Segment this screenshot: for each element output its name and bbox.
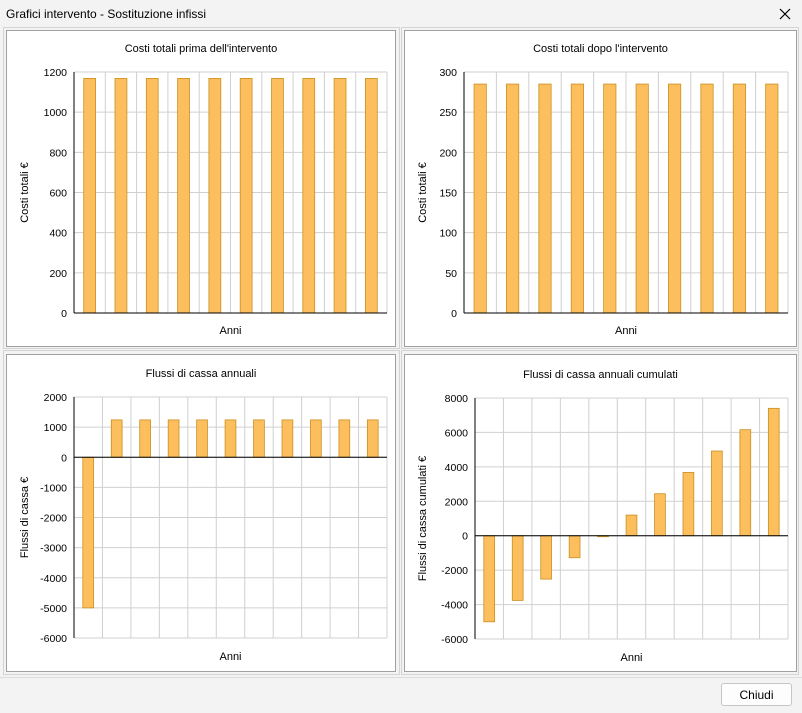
y-tick-label: 100 (439, 228, 457, 240)
x-axis-label: Anni (620, 652, 642, 664)
y-axis-label: Costi totali € (417, 162, 429, 223)
bar (635, 83, 649, 314)
bar (654, 493, 666, 537)
title-bar: Grafici intervento - Sostituzione infiss… (0, 0, 802, 28)
bar (167, 419, 180, 458)
bar (253, 419, 265, 458)
y-tick-label: -1000 (40, 482, 67, 494)
y-tick-label: 50 (445, 268, 457, 280)
bar (700, 83, 714, 314)
close-icon (779, 8, 791, 20)
footer-separator (0, 677, 802, 678)
bar (765, 83, 779, 314)
y-tick-label: -4000 (40, 573, 67, 585)
bar (196, 419, 208, 458)
y-tick-label: 0 (462, 531, 468, 543)
bar (310, 419, 322, 458)
y-tick-label: -6000 (40, 633, 67, 645)
bar (224, 419, 237, 458)
y-tick-label: 600 (49, 188, 67, 200)
y-tick-label: 2000 (44, 392, 68, 404)
bar (682, 471, 695, 537)
chart-title: Flussi di cassa annuali (146, 368, 257, 380)
y-tick-label: 150 (439, 188, 457, 200)
chart-costi-dopo: Costi totali dopo l'intervento 0 50 100 150 2… (404, 30, 797, 347)
y-tick-label: 300 (439, 67, 457, 79)
y-tick-label: -2000 (40, 513, 67, 525)
window-title: Grafici intervento - Sostituzione infiss… (6, 7, 207, 21)
y-tick-label: 1200 (44, 67, 68, 79)
x-axis-label: Anni (219, 325, 241, 337)
y-tick-label: 2000 (445, 496, 469, 508)
bar (767, 407, 780, 537)
y-axis-label: Flussi di cassa € (19, 477, 31, 558)
chart-title: Flussi di cassa annuali cumulati (523, 369, 678, 381)
bar (281, 419, 294, 458)
bar (271, 78, 284, 314)
y-axis-label: Costi totali € (19, 162, 31, 223)
x-axis-label: Anni (615, 325, 637, 337)
close-window-button[interactable] (768, 0, 802, 28)
x-axis-label: Anni (219, 651, 241, 663)
bar (302, 78, 316, 314)
y-tick-label: 8000 (445, 393, 469, 405)
bar (365, 78, 378, 314)
y-tick-label: 1000 (44, 422, 68, 434)
y-tick-label: 6000 (445, 427, 469, 439)
bar (568, 535, 581, 559)
bar (732, 83, 746, 314)
bar (511, 535, 524, 601)
y-tick-label: -2000 (441, 565, 468, 577)
y-tick-label: 250 (439, 107, 457, 119)
bar (110, 419, 123, 458)
bar (625, 514, 638, 537)
bar (82, 456, 95, 609)
bar (139, 419, 151, 458)
bar (333, 78, 347, 314)
chart-flussi-cassa: Flussi di cassa annuali -6000 -5000 -4000 -3… (6, 354, 396, 672)
bar (603, 83, 617, 314)
chart-costi-prima: Costi totali prima dell'intervento 0 200 40… (6, 30, 396, 347)
bar (483, 535, 496, 623)
chart-title: Costi totali dopo l'intervento (533, 43, 668, 55)
y-tick-label: -5000 (40, 603, 67, 615)
y-tick-label: 400 (49, 228, 67, 240)
bar (145, 78, 159, 314)
bar (338, 419, 351, 458)
bar (208, 78, 222, 314)
bar (83, 78, 96, 314)
y-tick-label: -3000 (40, 543, 67, 555)
y-tick-label: 800 (49, 147, 67, 159)
y-tick-label: 0 (451, 308, 457, 320)
bar (506, 83, 520, 314)
chart-title: Costi totali prima dell'intervento (125, 43, 278, 55)
bar (540, 535, 552, 580)
bar (177, 78, 190, 314)
bar (239, 78, 253, 314)
y-tick-label: -4000 (441, 600, 468, 612)
bar (739, 429, 752, 537)
y-tick-label: 200 (439, 147, 457, 159)
y-axis-label: Flussi di cassa cumulati € (417, 456, 429, 581)
y-tick-label: 0 (61, 308, 67, 320)
y-tick-label: 1000 (44, 107, 68, 119)
y-tick-label: 4000 (445, 462, 469, 474)
bar (114, 78, 128, 314)
bar (711, 450, 723, 537)
y-tick-label: -6000 (441, 634, 468, 646)
chart-flussi-cumulati: Flussi di cassa annuali cumulati -6000 -40… (404, 354, 797, 672)
bar (366, 419, 379, 458)
bar (538, 83, 552, 314)
y-tick-label: 200 (49, 268, 67, 280)
y-tick-label: 0 (61, 452, 67, 464)
chiudi-button[interactable]: Chiudi (721, 683, 792, 706)
bar (473, 83, 487, 314)
bar (668, 83, 682, 314)
bar (570, 83, 584, 314)
